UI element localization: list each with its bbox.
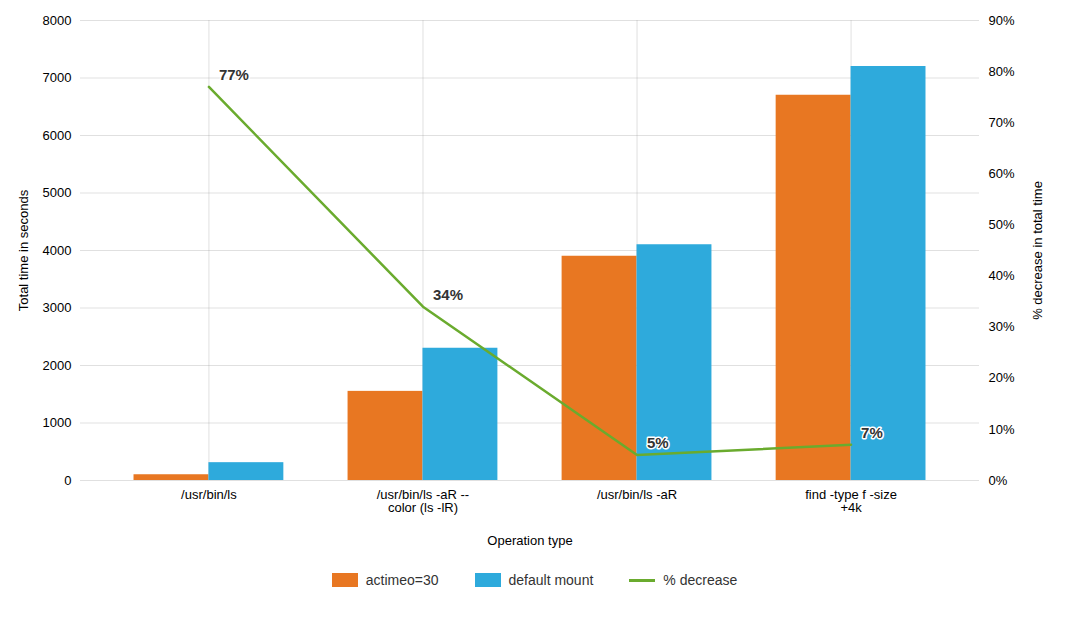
svg-text:3000: 3000: [43, 300, 72, 315]
svg-text:find -type f -size+4k: find -type f -size+4k: [805, 487, 897, 515]
svg-text:/usr/bin/ls -aR --color (ls -l: /usr/bin/ls -aR --color (ls -lR): [377, 487, 469, 515]
svg-text:1000: 1000: [43, 415, 72, 430]
svg-text:2000: 2000: [43, 358, 72, 373]
svg-text:34%: 34%: [433, 286, 463, 303]
svg-text:/usr/bin/ls -aR: /usr/bin/ls -aR: [597, 487, 677, 502]
svg-text:8000: 8000: [43, 13, 72, 28]
svg-text:Operation type: Operation type: [487, 533, 572, 548]
svg-text:5%: 5%: [647, 434, 669, 451]
svg-text:90%: 90%: [989, 13, 1015, 28]
svg-text:40%: 40%: [989, 268, 1015, 283]
svg-text:7%: 7%: [861, 424, 883, 441]
svg-text:% decrease in total time: % decrease in total time: [1030, 181, 1045, 320]
svg-text:6000: 6000: [43, 128, 72, 143]
html-text:% decrease: % decrease: [663, 572, 738, 588]
svg-text:/usr/bin/ls: /usr/bin/ls: [181, 487, 237, 502]
svg-text:20%: 20%: [989, 370, 1015, 385]
svg-text:4000: 4000: [43, 243, 72, 258]
svg-text:70%: 70%: [989, 115, 1015, 130]
svg-text:Total time in seconds: Total time in seconds: [16, 189, 31, 311]
svg-text:30%: 30%: [989, 319, 1015, 334]
svg-text:10%: 10%: [989, 422, 1015, 437]
svg-text:60%: 60%: [989, 166, 1015, 181]
svg-text:0%: 0%: [989, 473, 1008, 488]
html-text:actimeo=30: actimeo=30: [365, 572, 439, 588]
svg-text:50%: 50%: [989, 217, 1015, 232]
svg-text:7000: 7000: [43, 70, 72, 85]
svg-text:80%: 80%: [989, 64, 1015, 79]
svg-text:0: 0: [64, 473, 71, 488]
svg-text:5000: 5000: [43, 185, 72, 200]
html-text:default mount: default mount: [508, 572, 594, 588]
svg-text:77%: 77%: [219, 66, 249, 83]
